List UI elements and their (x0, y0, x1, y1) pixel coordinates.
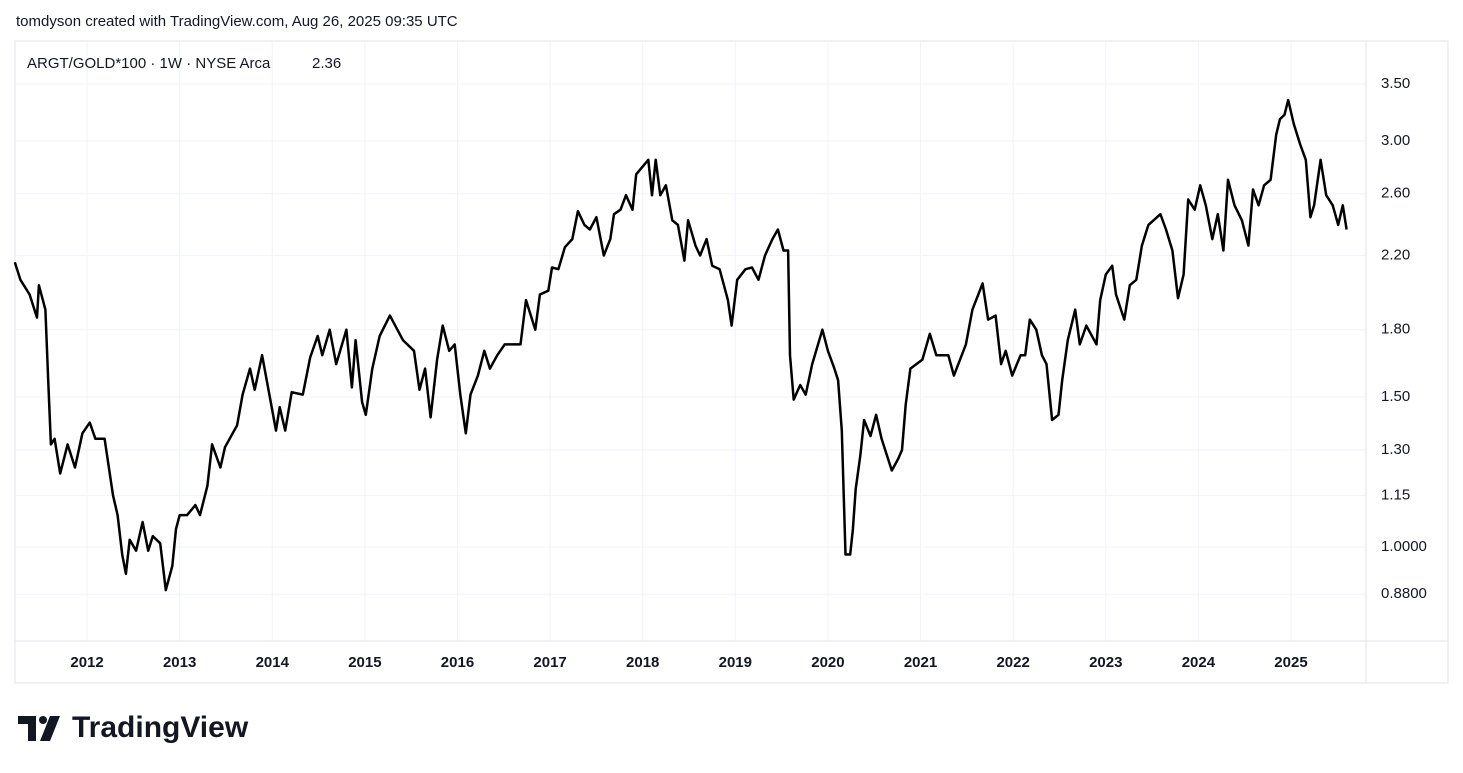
y-tick-label: 1.50 (1381, 388, 1410, 405)
y-tick-label: 3.50 (1381, 75, 1410, 92)
y-tick-label: 1.15 (1381, 486, 1410, 503)
x-tick-label: 2012 (70, 654, 103, 671)
x-tick-label: 2022 (996, 654, 1029, 671)
x-tick-label: 2015 (348, 654, 381, 671)
x-tick-label: 2021 (904, 654, 937, 671)
y-tick-label: 1.0000 (1381, 538, 1427, 555)
x-tick-label: 2019 (719, 654, 752, 671)
grid (15, 41, 1366, 641)
x-tick-label: 2014 (256, 654, 290, 671)
y-tick-label: 1.80 (1381, 321, 1410, 338)
price-line (13, 98, 1348, 592)
x-tick-label: 2020 (811, 654, 844, 671)
x-tick-label: 2013 (163, 654, 196, 671)
x-tick-label: 2023 (1089, 654, 1122, 671)
y-tick-label: 3.00 (1381, 132, 1410, 149)
chart-title: tomdyson created with TradingView.com, A… (16, 13, 458, 30)
x-tick-label: 2025 (1274, 654, 1307, 671)
x-tick-label: 2024 (1182, 654, 1216, 671)
logo-text: TradingView (72, 711, 249, 744)
x-tick-label: 2017 (533, 654, 566, 671)
x-tick-label: 2016 (441, 654, 474, 671)
y-tick-label: 1.30 (1381, 441, 1410, 458)
x-tick-label: 2018 (626, 654, 659, 671)
y-tick-label: 2.60 (1381, 185, 1410, 202)
logo-icon (18, 716, 60, 741)
y-tick-label: 2.20 (1381, 246, 1410, 263)
frame (14, 40, 1449, 684)
y-tick-label: 0.8800 (1381, 585, 1427, 602)
legend-label: ARGT/GOLD*100 · 1W · NYSE Arca (27, 55, 271, 72)
legend-value: 2.36 (312, 55, 341, 72)
